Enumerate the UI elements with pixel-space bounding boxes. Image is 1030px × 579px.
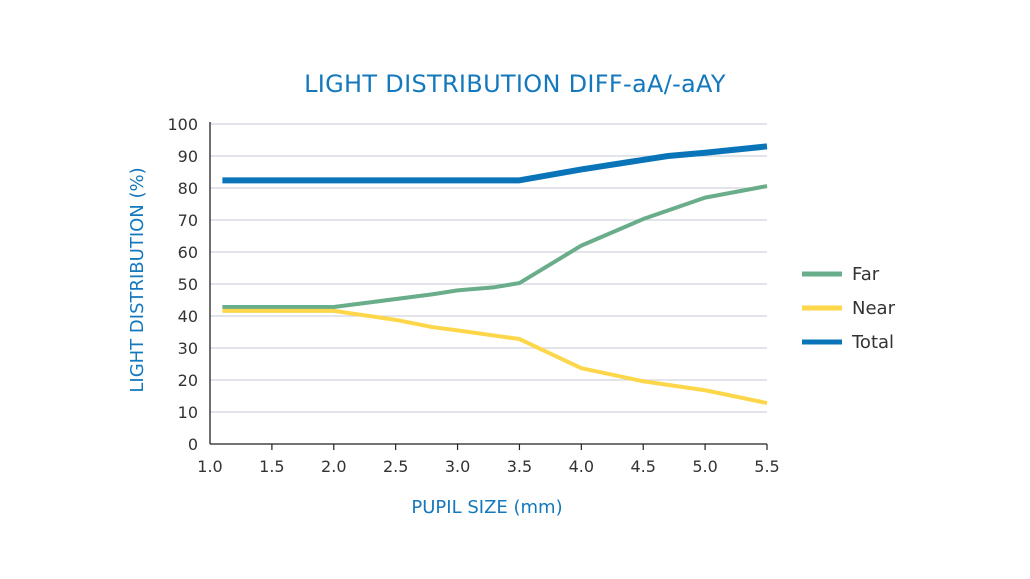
y-tick-label: 70 xyxy=(178,211,198,230)
series-line-far xyxy=(222,184,768,310)
x-tick-label: 1.0 xyxy=(197,457,222,476)
series-line-total xyxy=(222,143,768,184)
legend-label-total: Total xyxy=(851,332,894,353)
legend-label-near: Near xyxy=(852,298,896,319)
y-tick-label: 20 xyxy=(178,371,198,390)
x-axis-label: PUPIL SIZE (mm) xyxy=(411,497,562,518)
x-tick-label: 4.5 xyxy=(630,457,655,476)
y-tick-label: 90 xyxy=(178,147,198,166)
y-axis-label: LIGHT DISTRIBUTION (%) xyxy=(127,167,148,392)
y-tick-label: 30 xyxy=(178,339,198,358)
series-line-near xyxy=(222,308,768,405)
y-tick-label: 10 xyxy=(178,403,198,422)
y-tick-label: 80 xyxy=(178,179,198,198)
y-tick-label: 40 xyxy=(178,307,198,326)
x-tick-label: 2.5 xyxy=(383,457,408,476)
chart-title: LIGHT DISTRIBUTION DIFF-aA/-aAY xyxy=(304,70,726,98)
x-tick-label: 3.0 xyxy=(445,457,470,476)
x-tick-label: 4.0 xyxy=(569,457,594,476)
legend-label-far: Far xyxy=(852,264,880,285)
x-tick-label: 5.0 xyxy=(692,457,717,476)
x-tick-label: 2.0 xyxy=(321,457,346,476)
y-tick-label: 0 xyxy=(188,435,198,454)
x-tick-label: 1.5 xyxy=(259,457,284,476)
x-tick-label: 3.5 xyxy=(507,457,532,476)
x-tick-label: 5.5 xyxy=(754,457,779,476)
y-tick-label: 50 xyxy=(178,275,198,294)
y-tick-label: 100 xyxy=(167,115,198,134)
y-tick-label: 60 xyxy=(178,243,198,262)
